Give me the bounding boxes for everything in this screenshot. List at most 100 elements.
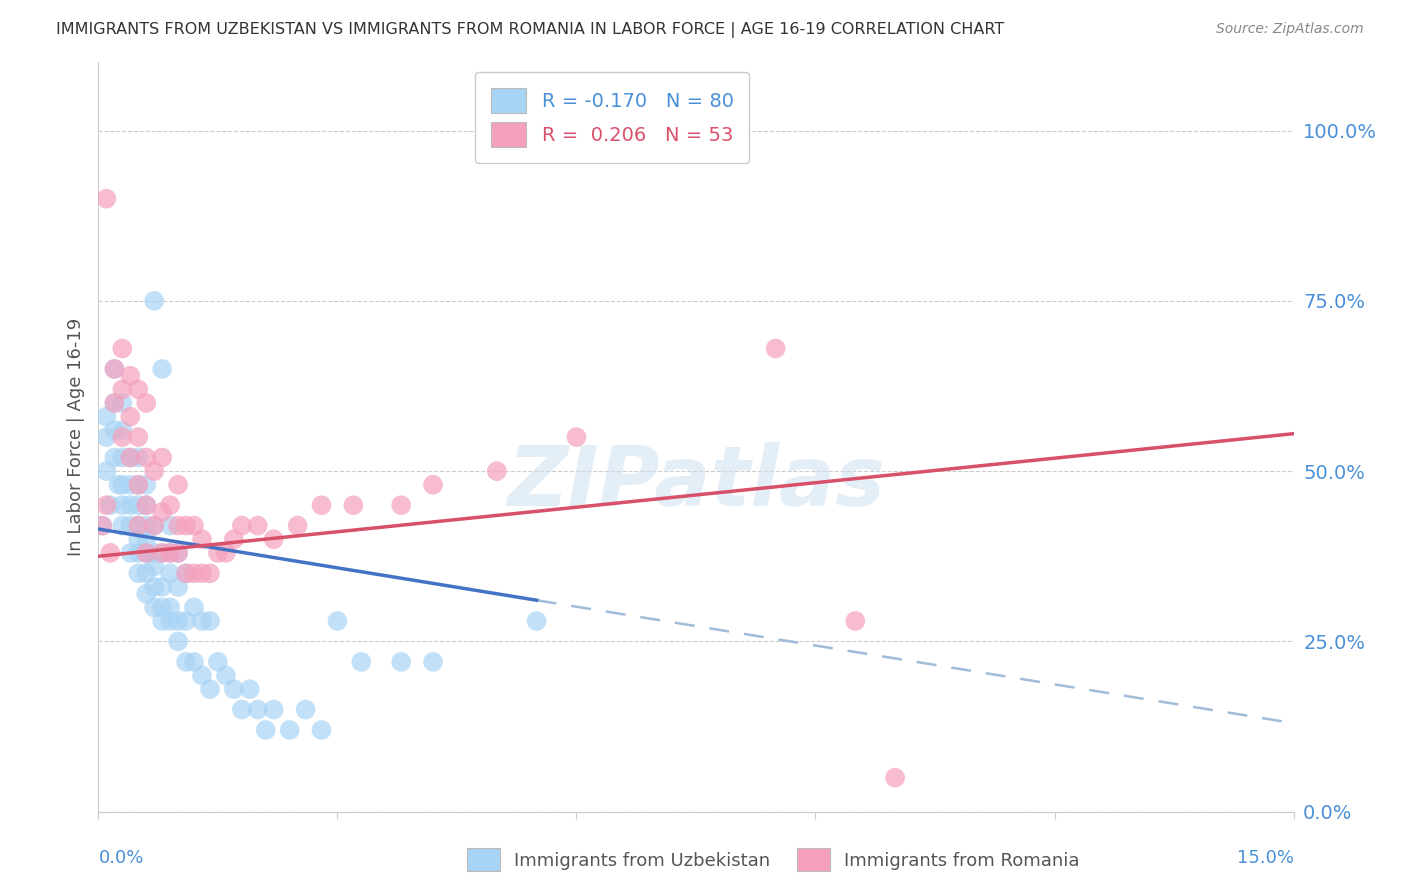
Point	[150, 614, 173, 628]
Point	[263, 702, 285, 716]
Point	[198, 614, 221, 628]
Point	[342, 498, 364, 512]
Legend: R = -0.170   N = 80, R =  0.206   N = 53: R = -0.170 N = 80, R = 0.206 N = 53	[475, 72, 749, 163]
Point	[159, 546, 181, 560]
Point	[135, 587, 157, 601]
Point	[111, 450, 134, 465]
Point	[167, 614, 190, 628]
Point	[135, 396, 157, 410]
Text: IMMIGRANTS FROM UZBEKISTAN VS IMMIGRANTS FROM ROMANIA IN LABOR FORCE | AGE 16-19: IMMIGRANTS FROM UZBEKISTAN VS IMMIGRANTS…	[56, 22, 1004, 38]
Point	[326, 614, 349, 628]
Point	[150, 450, 173, 465]
Point	[294, 702, 316, 716]
Point	[422, 655, 444, 669]
Point	[96, 498, 118, 512]
Point	[183, 655, 205, 669]
Point	[96, 409, 118, 424]
Point	[120, 450, 142, 465]
Point	[246, 518, 269, 533]
Text: 15.0%: 15.0%	[1236, 849, 1294, 867]
Point	[422, 477, 444, 491]
Point	[311, 498, 333, 512]
Point	[135, 566, 157, 581]
Point	[389, 655, 412, 669]
Point	[150, 580, 173, 594]
Point	[159, 546, 181, 560]
Point	[135, 498, 157, 512]
Point	[98, 546, 122, 560]
Point	[167, 580, 190, 594]
Point	[174, 566, 197, 581]
Point	[143, 600, 166, 615]
Point	[135, 450, 157, 465]
Point	[150, 546, 173, 560]
Point	[150, 546, 173, 560]
Point	[150, 362, 173, 376]
Legend: Immigrants from Uzbekistan, Immigrants from Romania: Immigrants from Uzbekistan, Immigrants f…	[460, 841, 1087, 879]
Point	[167, 546, 190, 560]
Point	[103, 450, 125, 465]
Point	[143, 546, 166, 560]
Point	[120, 409, 142, 424]
Point	[111, 423, 134, 437]
Point	[135, 546, 157, 560]
Point	[98, 498, 122, 512]
Point	[174, 518, 197, 533]
Point	[183, 518, 205, 533]
Point	[143, 580, 166, 594]
Point	[246, 702, 269, 716]
Point	[127, 450, 149, 465]
Point	[174, 614, 197, 628]
Point	[127, 546, 149, 560]
Point	[127, 383, 149, 397]
Point	[198, 682, 221, 697]
Point	[222, 533, 245, 547]
Point	[120, 450, 142, 465]
Point	[143, 518, 166, 533]
Point	[167, 477, 190, 491]
Point	[884, 771, 907, 785]
Point	[103, 423, 125, 437]
Point	[191, 614, 214, 628]
Point	[120, 477, 142, 491]
Point	[127, 518, 149, 533]
Point	[287, 518, 309, 533]
Point	[143, 518, 166, 533]
Point	[111, 518, 134, 533]
Point	[485, 464, 508, 478]
Point	[135, 533, 157, 547]
Point	[765, 342, 787, 356]
Point	[107, 477, 129, 491]
Point	[127, 430, 149, 444]
Point	[91, 518, 114, 533]
Point	[111, 342, 134, 356]
Point	[111, 477, 134, 491]
Text: ZIPatlas: ZIPatlas	[508, 442, 884, 523]
Point	[103, 396, 125, 410]
Point	[150, 600, 173, 615]
Point	[143, 464, 166, 478]
Text: Source: ZipAtlas.com: Source: ZipAtlas.com	[1216, 22, 1364, 37]
Point	[844, 614, 866, 628]
Point	[91, 518, 114, 533]
Point	[174, 566, 197, 581]
Point	[120, 368, 142, 383]
Point	[167, 518, 190, 533]
Point	[222, 682, 245, 697]
Point	[311, 723, 333, 737]
Point	[389, 498, 412, 512]
Point	[215, 546, 238, 560]
Point	[143, 293, 166, 308]
Point	[127, 533, 149, 547]
Point	[239, 682, 262, 697]
Point	[96, 430, 118, 444]
Point	[127, 477, 149, 491]
Point	[120, 546, 142, 560]
Point	[207, 655, 229, 669]
Point	[191, 668, 214, 682]
Point	[120, 498, 142, 512]
Point	[103, 396, 125, 410]
Point	[127, 498, 149, 512]
Point	[150, 505, 173, 519]
Point	[183, 600, 205, 615]
